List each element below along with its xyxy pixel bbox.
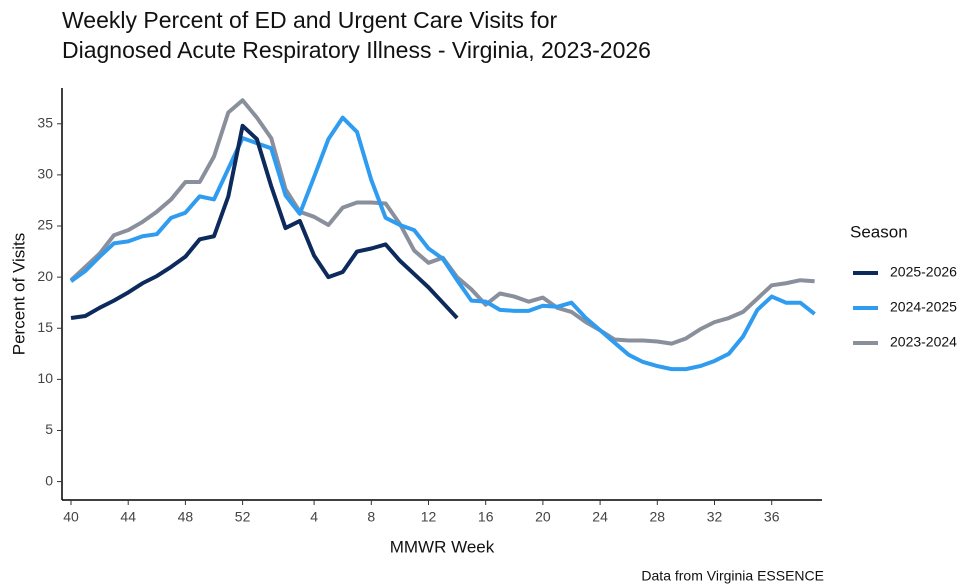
series-line [70,123,459,321]
x-tick-label: 24 [592,509,608,525]
x-tick-label: 20 [535,509,551,525]
x-tick-label: 4 [310,509,318,525]
x-tick-label: 40 [63,509,79,525]
series-line [69,115,816,372]
x-tick-label: 32 [707,509,723,525]
legend-label: 2023-2024 [890,334,957,350]
x-tick-label: 52 [235,509,251,525]
y-axis-title: Percent of Visits [9,233,28,356]
x-tick-label: 36 [764,509,780,525]
legend-label: 2025-2026 [890,264,957,280]
chart-title: Diagnosed Acute Respiratory Illness - Vi… [62,37,651,63]
series-line [69,98,815,346]
y-tick-label: 30 [37,166,53,182]
y-tick-label: 15 [37,319,53,335]
x-tick-label: 48 [178,509,194,525]
x-tick-label: 44 [120,509,136,525]
x-tick-label: 16 [478,509,494,525]
x-tick-label: 28 [650,509,666,525]
x-tick-label: 12 [421,509,437,525]
y-tick-label: 25 [37,217,53,233]
legend-title: Season [850,222,908,241]
y-tick-label: 20 [37,268,53,284]
legend-label: 2024-2025 [890,299,957,315]
y-tick-label: 5 [45,421,53,437]
y-tick-label: 0 [45,472,53,488]
y-tick-label: 35 [37,114,53,130]
x-tick-label: 8 [367,509,375,525]
caption: Data from Virginia ESSENCE [641,568,824,584]
y-tick-label: 10 [37,370,53,386]
chart-title: Weekly Percent of ED and Urgent Care Vis… [62,7,557,33]
x-axis-title: MMWR Week [390,537,495,556]
